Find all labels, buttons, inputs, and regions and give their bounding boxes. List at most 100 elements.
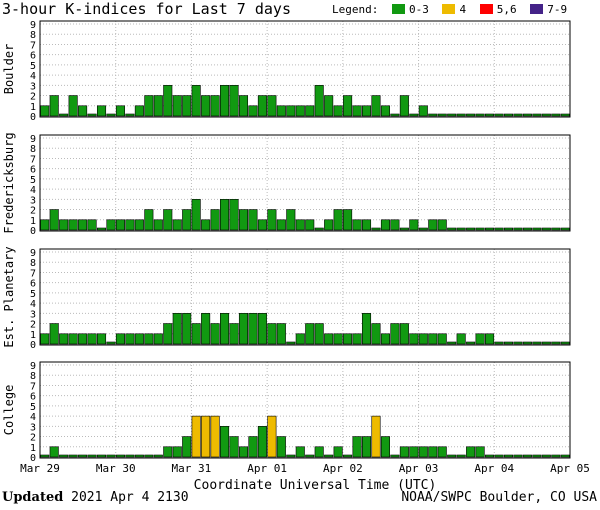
k-index-bar [106,113,116,117]
y-tick-label: 6 [30,165,36,176]
y-tick-label: 9 [30,134,36,145]
k-index-bar [371,323,381,345]
x-tick-label: Apr 03 [399,462,439,475]
k-index-bar [305,219,315,231]
k-index-bar [560,454,570,458]
k-index-bar [380,105,390,117]
k-index-bar [541,454,551,458]
k-index-bar [409,333,419,345]
k-index-bar [456,454,466,458]
k-index-bar [229,85,239,117]
k-index-bar [201,95,211,117]
k-index-bar [503,454,514,458]
k-index-bar [333,446,343,458]
k-index-bar [361,219,372,231]
k-index-bar [343,454,353,458]
k-index-bar [191,85,201,117]
k-index-bar [87,333,97,345]
k-index-bar [380,219,390,231]
y-tick-label: 7 [30,154,36,165]
k-index-bar [513,454,523,458]
legend: Legend: 0-3 4 5,6 7-9 [332,3,567,16]
k-index-bar [96,227,107,231]
k-index-bar [551,113,561,117]
k-index-bar [191,199,201,231]
legend-swatch [530,4,544,14]
x-tick-label: Mar 29 [20,462,60,475]
k-index-bar [267,415,277,458]
k-index-bar [466,341,476,345]
k-index-bar [475,227,485,231]
y-tick-label: 4 [30,412,36,423]
k-index-bar [220,85,230,117]
k-index-bar [428,446,438,458]
legend-label: Legend: [332,3,379,16]
legend-swatch [391,4,405,14]
k-index-bar [447,113,457,117]
k-index-bar [494,341,504,345]
k-index-bar [191,323,201,345]
k-index-bar [106,341,116,345]
k-index-bar [361,105,372,117]
k-index-bar [485,333,495,345]
y-tick-label: 7 [30,40,36,51]
k-index-bar [87,454,97,458]
k-index-bar [229,323,239,345]
k-index-bar [437,333,447,345]
k-index-bar [276,323,286,345]
k-index-bar [106,454,116,458]
k-index-bar [503,341,514,345]
k-index-bar [324,454,334,458]
k-index-bar [343,209,353,231]
y-tick-label: 1 [30,102,36,113]
k-index-bar [447,454,457,458]
k-index-bar [144,209,154,231]
k-index-bar [49,209,59,231]
legend-swatch [442,4,456,14]
y-tick-label: 2 [30,206,36,217]
k-index-bar [182,209,192,231]
k-index-bar [409,446,419,458]
k-index-bar [238,95,249,117]
k-index-bar [466,227,476,231]
y-tick-label: 8 [30,258,36,269]
k-index-bar [314,446,324,458]
k-index-bar [475,446,485,458]
k-index-bar [314,323,324,345]
k-index-bar [418,446,428,458]
k-index-bar [551,454,561,458]
k-index-bar [163,85,173,117]
k-index-bar [409,219,419,231]
k-index-bar [361,313,372,345]
legend-swatch [479,4,493,14]
panel-label: Boulder [2,44,16,95]
k-index-bar [371,95,381,117]
k-index-bar [485,454,495,458]
k-index-bar [522,454,532,458]
k-index-bar [428,113,438,117]
k-index-bar [352,105,362,117]
k-index-bar [532,227,542,231]
k-index-bar [59,113,69,117]
k-index-bar [40,333,50,345]
k-index-bar [210,209,220,231]
k-index-bar [447,227,457,231]
k-index-bar [134,219,144,231]
y-tick-label: 9 [30,20,36,31]
k-index-bar [361,436,372,458]
k-index-bar [125,454,135,458]
k-index-bar [248,313,258,345]
k-index-bar [532,454,542,458]
k-index-bar [182,436,192,458]
k-index-bar [125,219,135,231]
x-tick-label: Apr 01 [247,462,287,475]
k-index-bar [115,454,125,458]
k-index-bar [418,105,428,117]
k-index-bar [324,95,334,117]
k-index-bar [295,446,305,458]
k-index-bar [201,313,211,345]
k-index-bar [248,209,258,231]
y-tick-label: 2 [30,92,36,103]
k-index-bar [522,227,532,231]
